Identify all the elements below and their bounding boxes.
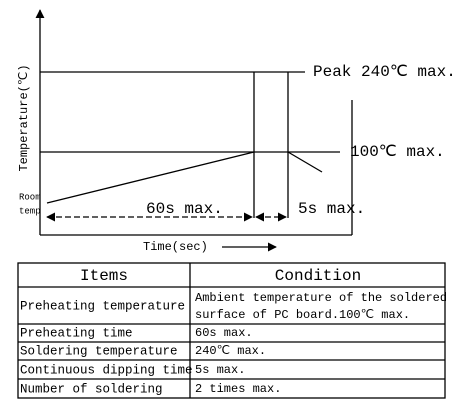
profile-diagram: Temperature(℃) Peak 240℃ max. 100℃ max. … [17,9,456,254]
header-cell: Condition [275,267,361,285]
condition-cell: 5s max. [195,363,245,377]
item-cell: Continuous dipping time [20,363,193,377]
ramp [46,151,255,204]
spec-table: Items Condition Preheating temperature A… [17,262,447,399]
item-cell: Number of soldering [20,382,163,396]
item-cell: Preheating time [20,326,133,340]
table-border [17,262,446,399]
condition-cell: 2 times max. [195,382,281,396]
condition-cell: 240℃ max. [195,344,266,358]
peak-label: Peak 240℃ max. [313,63,456,81]
header-cell: Items [80,267,128,285]
x-axis-label: Time(sec) [143,240,208,254]
condition-cell: 60s max. [195,326,253,340]
y-axis-label: Temperature(℃) [17,64,31,171]
item-cell: Soldering temperature [20,344,178,358]
room-label: Room [19,192,41,202]
preheat-time-label: 60s max. [146,200,223,218]
room-label: temp [19,206,41,216]
cooldown [287,151,323,173]
item-cell: Preheating temperature [20,299,185,313]
condition-cell: Ambient temperature of the soldered [195,291,447,305]
dip-time-label: 5s max. [298,200,365,218]
condition-cell: surface of PC board.100℃ max. [195,308,410,322]
preheat-label: 100℃ max. [350,143,445,161]
